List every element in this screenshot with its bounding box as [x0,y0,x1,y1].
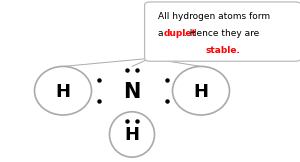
Ellipse shape [110,112,154,157]
FancyBboxPatch shape [145,2,300,61]
Text: All hydrogen atoms form: All hydrogen atoms form [158,12,270,21]
Text: H: H [124,126,140,144]
Text: H: H [194,82,208,101]
Text: . Hence they are: . Hence they are [184,29,259,38]
Ellipse shape [172,66,230,115]
Ellipse shape [34,66,92,115]
Text: stable.: stable. [205,46,240,55]
Text: duplet: duplet [164,29,196,38]
Text: a: a [158,29,166,38]
Text: N: N [123,81,141,102]
Text: H: H [56,82,70,101]
